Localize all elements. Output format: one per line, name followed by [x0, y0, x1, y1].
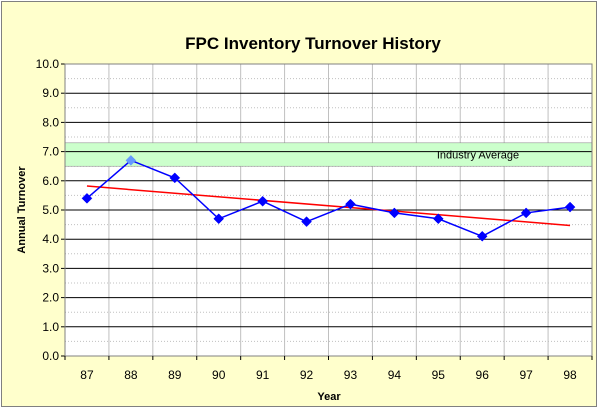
data-point-marker — [81, 192, 93, 204]
y-tick-label: 3.0 — [42, 261, 59, 275]
data-point-marker — [432, 213, 444, 225]
y-tick-label: 4.0 — [42, 232, 59, 246]
x-tick-label: 91 — [256, 368, 270, 382]
chart-title: FPC Inventory Turnover History — [185, 34, 441, 53]
y-tick-label: 1.0 — [42, 320, 59, 334]
data-point-marker — [169, 172, 181, 184]
x-tick-label: 88 — [124, 368, 138, 382]
x-tick-label: 94 — [388, 368, 402, 382]
x-tick-label: 93 — [344, 368, 358, 382]
data-point-marker — [520, 207, 532, 219]
x-tick-label: 97 — [519, 368, 533, 382]
x-tick-label: 96 — [476, 368, 490, 382]
data-point-marker — [257, 195, 268, 207]
series-line — [86, 159, 571, 238]
y-tick-label: 8.0 — [42, 115, 59, 129]
data-point-marker — [125, 155, 137, 166]
x-tick-label: 87 — [80, 368, 94, 382]
plot-area: Industry Average 0.0 1.0 2.0 3.0 4.0 5.0 6.0 7.0… — [36, 57, 593, 382]
x-tick-label: 92 — [300, 368, 314, 382]
y-tick-label: 10.0 — [36, 57, 60, 71]
y-tick-label: 0.0 — [42, 349, 59, 363]
x-axis-title: Year — [317, 391, 341, 403]
x-tick-label: 95 — [432, 368, 446, 382]
x-tick-label: 98 — [563, 368, 577, 382]
data-point-marker — [389, 207, 400, 219]
y-tick-label: 9.0 — [42, 86, 59, 100]
y-tick-label: 6.0 — [42, 174, 59, 188]
data-point-marker — [301, 216, 312, 228]
industry-average-label: Industry Average — [437, 150, 519, 162]
data-point-marker — [476, 230, 488, 242]
y-tick-label: 7.0 — [42, 145, 59, 159]
trend-line — [86, 185, 571, 227]
x-tick-label: 89 — [168, 368, 182, 382]
y-tick-label: 2.0 — [42, 291, 59, 305]
data-point-marker — [345, 198, 356, 210]
x-tick-label: 90 — [212, 368, 226, 382]
data-point-marker — [564, 201, 576, 213]
data-point-marker — [213, 213, 225, 225]
y-tick-label: 5.0 — [42, 203, 59, 217]
y-axis-title: Annual Turnover — [16, 166, 28, 254]
